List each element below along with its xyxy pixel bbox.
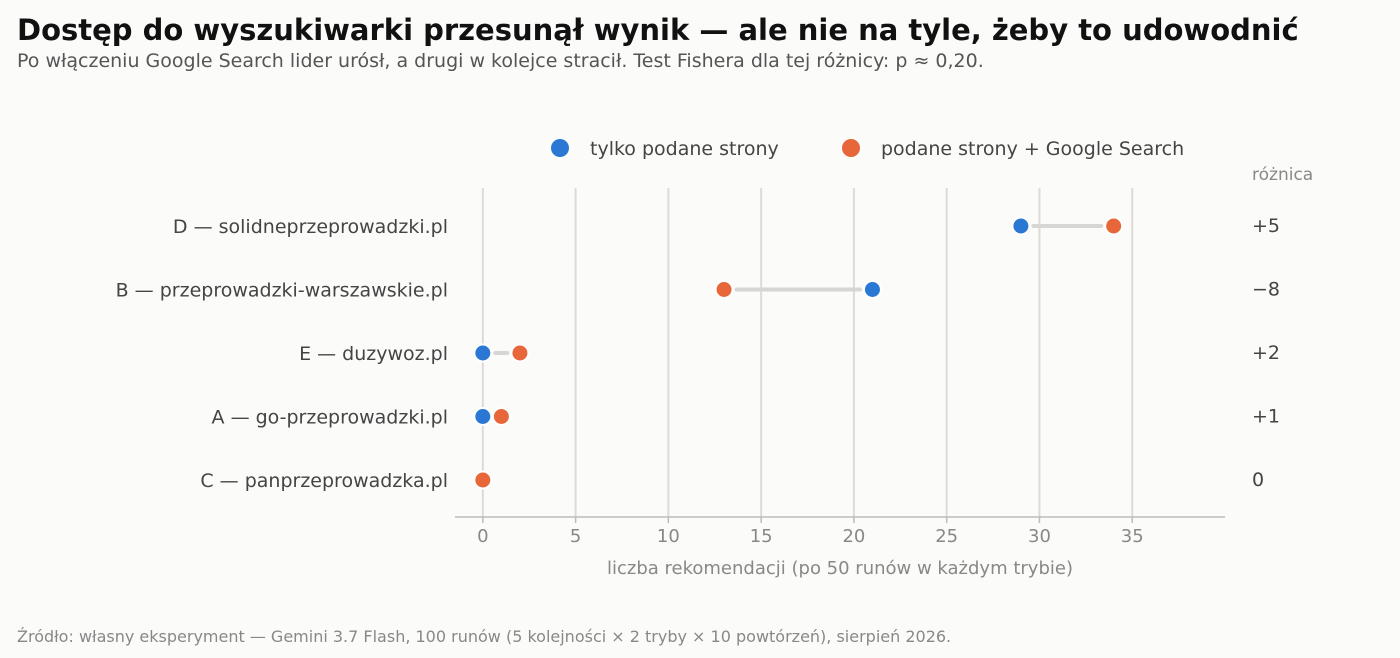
category-label: C — panprzeprowadzka.pl [200, 470, 448, 492]
gridlines [481, 188, 1134, 517]
category-label: A — go-przeprowadzki.pl [212, 407, 448, 429]
x-tick-label: 25 [935, 526, 958, 547]
dot-tylko-podane-strony [1011, 216, 1031, 236]
legend: tylko podane strony podane strony + Googl… [551, 138, 1184, 160]
x-tick-label: 30 [1028, 526, 1051, 547]
source-note: Źródło: własny eksperyment — Gemini 3.7 … [17, 627, 951, 646]
x-axis-title: liczba rekomendacji (po 50 runów w każdy… [607, 558, 1073, 579]
category-label: B — przeprowadzki-warszawskie.pl [116, 280, 448, 302]
dot-google-search [1104, 216, 1124, 236]
category-label: D — solidneprzeprowadzki.pl [173, 216, 448, 238]
diff-value: +2 [1252, 342, 1280, 364]
x-tick-label: 20 [842, 526, 865, 547]
dot-google-search [491, 407, 511, 426]
category-row: E — duzywoz.pl +2 [299, 342, 1280, 365]
dot-tylko-podane-strony [473, 407, 493, 426]
category-row: C — panprzeprowadzka.pl 0 [200, 469, 1264, 492]
diff-value: 0 [1252, 469, 1264, 491]
x-tick-label: 0 [477, 526, 488, 547]
plot-rows: D — solidneprzeprowadzki.pl +5 B — przepro… [116, 215, 1280, 492]
category-row: B — przeprowadzki-warszawskie.pl −8 [116, 279, 1280, 302]
diff-value: +5 [1252, 215, 1280, 237]
dot-tylko-podane-strony [473, 343, 493, 363]
x-tick-label: 15 [750, 526, 773, 547]
dot-google-search [714, 280, 734, 299]
x-axis: 0 5 10 15 20 25 30 35 [455, 516, 1225, 547]
category-row: D — solidneprzeprowadzki.pl +5 [173, 215, 1280, 238]
category-label: E — duzywoz.pl [299, 343, 448, 365]
legend-item: podane strony + Google Search [842, 138, 1184, 160]
legend-marker [551, 139, 569, 157]
legend-label: podane strony + Google Search [881, 138, 1184, 160]
category-row: A — go-przeprowadzki.pl +1 [212, 406, 1280, 429]
dot-google-search [510, 343, 530, 363]
legend-marker [842, 139, 860, 157]
chart-title: Dostęp do wyszukiwarki przesunął wynik —… [17, 13, 1299, 47]
dot-tylko-podane-strony [862, 280, 882, 299]
diff-value: +1 [1252, 406, 1280, 428]
x-tick-label: 35 [1121, 526, 1144, 547]
chart-subtitle: Po włączeniu Google Search lider urósł, … [17, 50, 984, 72]
x-tick-label: 5 [570, 526, 581, 547]
x-tick-label: 10 [657, 526, 680, 547]
dot-google-search [473, 470, 493, 490]
diff-value: −8 [1252, 279, 1280, 301]
diff-column-header: różnica [1252, 165, 1313, 185]
legend-label: tylko podane strony [590, 138, 779, 160]
legend-item: tylko podane strony [551, 138, 779, 160]
